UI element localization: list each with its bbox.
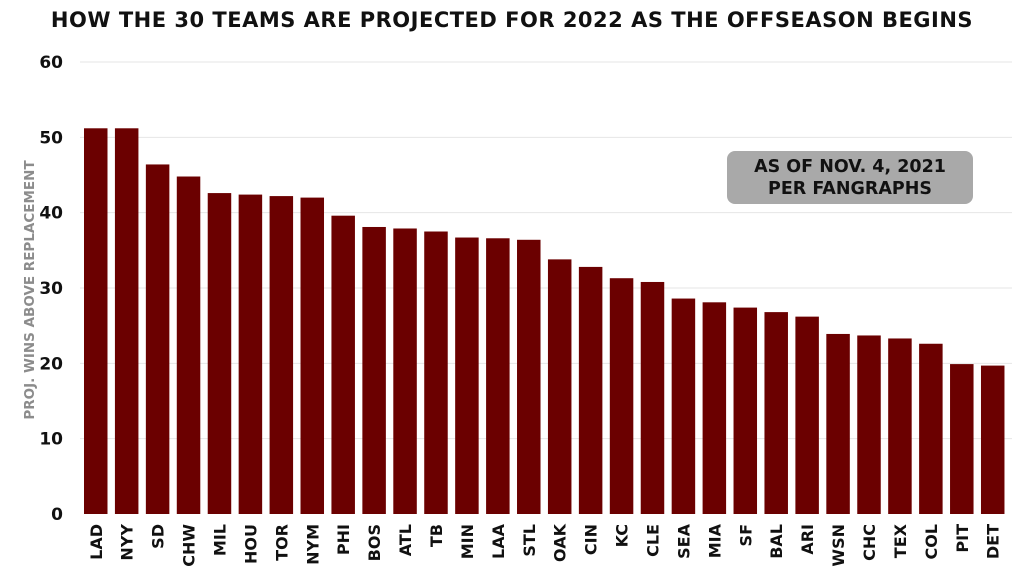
y-tick-label: 30 [39, 279, 63, 299]
y-tick-label: 50 [39, 128, 63, 148]
bar-min [455, 237, 479, 514]
x-tick-label-sd: SD [149, 524, 168, 549]
bar-det [980, 365, 1005, 514]
x-tick-label-hou: HOU [241, 524, 260, 564]
bar-kc [609, 278, 634, 514]
bar-laa [486, 238, 510, 514]
x-tick-labels: LAD NYY SD CHW MIL HOU TOR NYM PHI BOS ATL TB MIN LAA… [87, 523, 1003, 566]
annotation-line-1: AS OF NOV. 4, 2021 [754, 156, 946, 177]
y-tick-label: 60 [39, 53, 63, 73]
bar-sd [145, 164, 170, 514]
bar-hou [238, 194, 263, 514]
bar-chc [857, 335, 881, 514]
bar-stl [517, 239, 541, 515]
bar-nym [300, 197, 325, 514]
x-tick-label-chw: CHW [180, 524, 199, 567]
x-tick-label-oak: OAK [551, 523, 570, 562]
x-tick-label-chc: CHC [860, 524, 879, 561]
x-tick-label-tb: TB [427, 524, 446, 547]
x-tick-label-kc: KC [613, 524, 632, 547]
x-tick-label-min: MIN [458, 524, 477, 559]
bar-oak [547, 259, 572, 514]
x-tick-label-nyy: NYY [118, 524, 137, 561]
bar-lad [84, 128, 108, 515]
y-tick-label: 10 [39, 430, 63, 450]
y-tick-label: 40 [39, 204, 63, 224]
bar-tex [888, 338, 912, 514]
y-tick-label: 20 [39, 354, 63, 374]
x-tick-label-mia: MIA [705, 523, 724, 558]
x-tick-label-pit: PIT [953, 524, 972, 553]
x-tick-label-atl: ATL [396, 524, 415, 556]
bar-bal [764, 312, 788, 514]
x-tick-label-bos: BOS [365, 524, 384, 561]
bar-phi [331, 215, 355, 514]
bar-sea [671, 298, 696, 514]
bar-chw [176, 176, 201, 514]
bar-tor [269, 196, 294, 514]
gridlines [80, 61, 1012, 440]
bar-atl [393, 228, 417, 515]
x-tick-label-cin: CIN [582, 524, 601, 555]
bar-nyy [114, 128, 139, 515]
bar-mia [702, 302, 727, 514]
x-tick-label-lad: LAD [87, 524, 106, 560]
y-tick-label: 0 [51, 505, 63, 525]
x-tick-label-phi: PHI [334, 524, 353, 555]
annotation-box: AS OF NOV. 4, 2021 PER FANGRAPHS [727, 151, 973, 204]
x-tick-label-col: COL [922, 524, 941, 560]
x-tick-label-tor: TOR [272, 524, 291, 561]
bar-sf [733, 307, 758, 514]
x-tick-label-laa: LAA [489, 523, 508, 559]
bar-mil [207, 193, 232, 514]
bar-ari [795, 316, 819, 514]
bar-wsn [826, 333, 850, 514]
bar-bos [362, 226, 386, 515]
x-tick-label-ari: ARI [798, 524, 817, 555]
x-tick-label-sf: SF [736, 524, 755, 546]
bar-cle [640, 281, 665, 514]
x-tick-label-wsn: WSN [829, 524, 848, 567]
x-tick-label-tex: TEX [891, 523, 910, 558]
x-tick-label-mil: MIL [210, 524, 229, 556]
x-tick-label-cle: CLE [643, 524, 662, 557]
x-tick-label-nym: NYM [303, 524, 322, 565]
chart-title: HOW THE 30 TEAMS ARE PROJECTED FOR 2022 … [50, 8, 974, 32]
x-tick-label-sea: SEA [674, 523, 693, 558]
bars [84, 128, 1005, 515]
x-tick-label-det: DET [984, 524, 1003, 559]
bar-tb [424, 231, 448, 514]
y-tick-labels: 0 10 20 30 40 50 60 [39, 53, 63, 525]
annotation-line-2: PER FANGRAPHS [768, 178, 932, 199]
bar-pit [950, 364, 974, 514]
bar-col [919, 343, 943, 514]
x-tick-label-stl: STL [520, 524, 539, 557]
x-tick-label-bal: BAL [767, 524, 786, 559]
bar-cin [578, 266, 603, 514]
